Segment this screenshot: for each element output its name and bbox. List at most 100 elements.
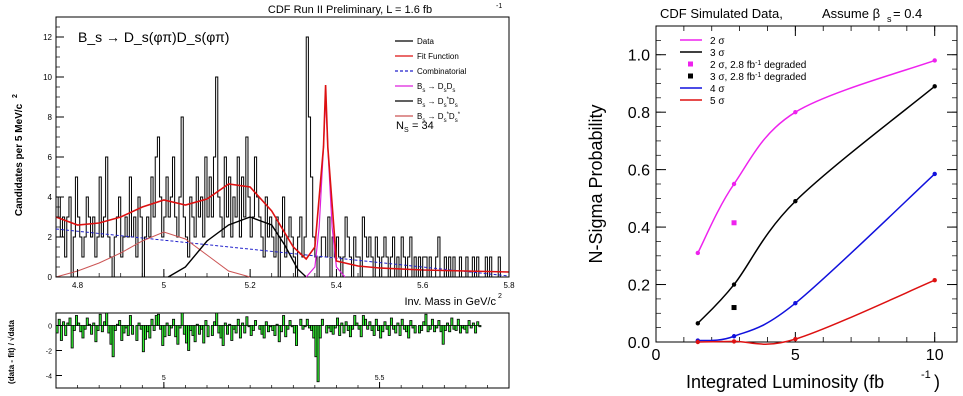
residual-bar (465, 325, 469, 334)
residual-bar (275, 323, 279, 326)
right-axes: 0 5 10 0.0 0.2 0.4 0.6 0.8 1.0 (628, 26, 957, 364)
residual-bar (478, 325, 482, 328)
y-tick-label: 0.8 (628, 105, 650, 122)
left-xlabel-superscript: 2 (498, 293, 502, 300)
residual-bar (228, 323, 232, 326)
residual-bar (383, 321, 387, 326)
legend-label: 5 σ (710, 96, 725, 107)
right-xlabel-superscript: -1 (921, 369, 931, 381)
residual-bar (301, 325, 305, 330)
right-series (695, 58, 937, 345)
residual-bar (178, 325, 182, 329)
residual-bar (316, 325, 320, 383)
residual-bar (437, 320, 441, 326)
residual-bar (476, 321, 480, 326)
y-tick-label: 0.6 (628, 163, 650, 180)
residual-bar (64, 325, 68, 336)
residual-bar (320, 318, 324, 326)
residual-bar (374, 318, 378, 326)
residual-bar (344, 321, 348, 326)
residual-bar (428, 325, 432, 330)
x-tick-label: 5.4 (331, 281, 343, 290)
residual-bar (318, 325, 322, 339)
x-tick-label: 5.6 (417, 281, 429, 290)
residual-bar (96, 325, 100, 331)
residual-bar (152, 325, 156, 331)
right-title-value: = 0.4 (893, 6, 922, 21)
left-xlabel: Inv. Mass in GeV/c (405, 296, 497, 308)
residual-bar (254, 320, 258, 326)
residual-bar (342, 325, 346, 334)
right-xlabel-close: ) (934, 372, 940, 392)
y-tick-label: 2 (48, 233, 53, 242)
residual-bar (474, 325, 478, 334)
residual-bar (282, 315, 286, 326)
residual-bar (128, 315, 132, 326)
ns-annotation: N S = 34 (396, 120, 434, 134)
residual-bar (366, 325, 370, 330)
y-tick-label: 8 (48, 113, 53, 122)
residual-bar (57, 318, 61, 326)
y-tick-label: -4 (46, 374, 52, 381)
residual-bar (193, 325, 197, 343)
residual-bar (90, 325, 94, 335)
series-curve (697, 173, 936, 342)
residual-bar (387, 325, 391, 336)
residual-bar (75, 315, 78, 326)
residual-bar (364, 318, 368, 326)
series-point (793, 336, 798, 342)
left-ylabel: Candidates per 5 MeV/c (14, 103, 25, 216)
left-bottom-axes: 5 5.5 -4 -2 0 (46, 324, 510, 388)
residual-bar (355, 322, 359, 326)
residual-bar (454, 325, 458, 331)
y-tick-label: 12 (43, 33, 52, 42)
data-histogram-line (56, 36, 503, 278)
residual-bar (234, 325, 238, 334)
residual-bar (251, 325, 255, 331)
residual-ylabel: (data - fit) / √data (7, 319, 16, 383)
ns-label: N (396, 120, 404, 132)
residual-bar (368, 321, 372, 326)
residual-bar (456, 318, 460, 326)
series-point (731, 334, 737, 339)
residual-bar (288, 320, 292, 326)
residual-bar (424, 313, 428, 326)
residual-bar (394, 325, 398, 334)
residual-bar (215, 312, 219, 326)
residual-bar (286, 325, 290, 330)
residual-bar (471, 322, 475, 326)
residual-bar (169, 325, 173, 329)
residual-bar (284, 325, 288, 338)
left-title-superscript: -1 (496, 3, 502, 10)
right-xlabel: Integrated Luminosity (fb (686, 372, 884, 392)
residual-bar (446, 322, 450, 326)
residual-bar (230, 325, 234, 341)
series-curve (697, 279, 935, 345)
residual-bar (105, 312, 109, 326)
series-point (695, 339, 701, 345)
left-top-axes: 4.8 5 5.2 5.4 5.6 5.8 0 2 4 6 8 10 12 (43, 16, 515, 290)
residual-ylabel-group: (data - fit) / √data (7, 319, 16, 383)
y-tick-label: 0.2 (628, 278, 650, 295)
residual-bar (226, 325, 229, 335)
legend-label: Combinatorial (417, 67, 467, 76)
legend-label: Fit Function (417, 52, 459, 61)
residual-bar (264, 321, 268, 326)
residual-bar (204, 320, 208, 326)
legend-square (688, 61, 693, 67)
residual-bar (441, 325, 445, 345)
residual-bars (55, 312, 482, 383)
degraded-point (731, 305, 737, 311)
x-tick-label: 5.2 (245, 281, 257, 290)
residual-bar (98, 313, 102, 326)
residual-bar (245, 316, 249, 326)
residual-bar (277, 325, 281, 343)
residual-bar (236, 318, 240, 326)
legend-label: 3 σ (710, 48, 725, 59)
residual-bar (81, 325, 85, 339)
residual-bar (59, 325, 63, 341)
residual-bar (148, 325, 152, 339)
residual-bar (359, 325, 363, 338)
residual-bar (210, 325, 214, 336)
